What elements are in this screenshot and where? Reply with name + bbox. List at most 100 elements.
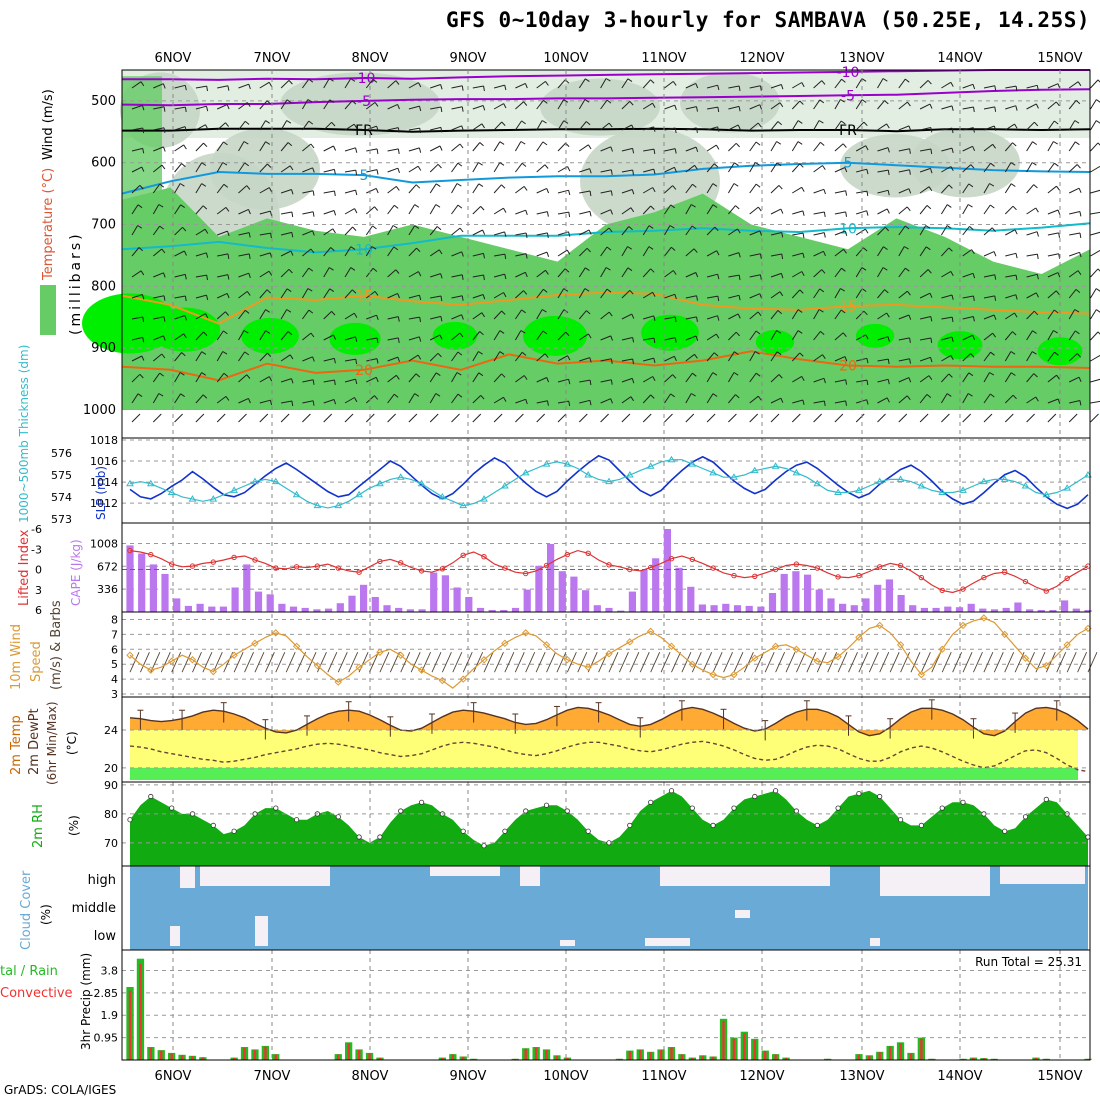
- wind-barb-flag: [822, 354, 826, 359]
- wind-barb-flag: [419, 128, 421, 134]
- wind-barb-flag: [887, 147, 890, 153]
- wind-barb-flag: [331, 311, 336, 316]
- wind-barb: [216, 395, 227, 404]
- wind-barb-flag: [652, 102, 656, 108]
- wind-barb-flag: [308, 78, 314, 83]
- wind-barb-flag: [844, 230, 848, 236]
- wind-barb: [898, 314, 910, 320]
- thickness-tick-label: 575: [51, 469, 72, 482]
- surface-wind-barb: [577, 652, 588, 673]
- rh-marker: [1022, 814, 1029, 820]
- wind-barb: [1090, 309, 1097, 320]
- wind-barb: [983, 295, 995, 299]
- wind-barb: [515, 162, 523, 173]
- wind-barb-flag: [138, 247, 144, 252]
- li-marker: [710, 565, 716, 571]
- surface-wind-barb: [1077, 652, 1087, 673]
- wind-barb: [323, 357, 335, 362]
- wind-barb-flag: [355, 336, 358, 342]
- wind-speed-marker: [542, 641, 551, 649]
- wind-barb-flag: [760, 274, 762, 280]
- wind-barb: [344, 169, 356, 173]
- wind-barb: [174, 250, 185, 257]
- surface-wind-barb: [1045, 652, 1056, 673]
- millibars-label-group: (millibars): [68, 231, 84, 335]
- wind-barb-flag: [333, 145, 337, 151]
- wind-barb-flag: [950, 166, 954, 172]
- wind-barb: [642, 79, 651, 89]
- wind-barb-flag: [203, 331, 208, 336]
- wind-barb: [1090, 249, 1100, 257]
- wind-barb: [749, 274, 761, 278]
- cape-bar: [243, 564, 251, 612]
- cloud-gap: [645, 938, 690, 946]
- wind-barb: [749, 183, 757, 194]
- wind-barb: [1090, 142, 1099, 152]
- wind-speed-marker: [313, 661, 322, 670]
- wind-barb: [1069, 232, 1081, 236]
- wind-barb: [429, 393, 437, 404]
- wind-barb-flag: [948, 184, 953, 189]
- wind-barb: [493, 351, 501, 362]
- wind-barb-flag: [139, 373, 144, 379]
- wind-barb: [578, 99, 586, 110]
- wind-barb: [621, 377, 633, 383]
- wind-barb: [472, 85, 484, 89]
- rh-tick-label: 90: [104, 779, 118, 792]
- wind-barb: [238, 330, 245, 341]
- wind-barb-flag: [672, 270, 677, 275]
- wind-barb-flag: [397, 148, 400, 154]
- surface-barb: [983, 413, 993, 423]
- wind-barb: [302, 379, 314, 383]
- wind-barb: [131, 225, 139, 236]
- wind-barb-flag: [1054, 351, 1059, 356]
- wind-barb-flag: [159, 372, 164, 377]
- isotherm-line: [121, 291, 1091, 325]
- surface-barb: [1047, 413, 1057, 423]
- wind-barb: [217, 253, 229, 257]
- wind-barb: [493, 231, 505, 236]
- wind-barb-flag: [179, 183, 185, 187]
- wind-barb: [600, 146, 611, 152]
- wind-barb-flag: [886, 397, 890, 403]
- wind-barb: [152, 353, 163, 362]
- wind-barb: [131, 336, 143, 341]
- wind-barb-flag: [610, 379, 613, 385]
- wind-barb-flag: [291, 378, 294, 384]
- wind-barb-flag: [182, 226, 187, 232]
- wind-barb-flag: [631, 313, 635, 319]
- precip-convective-bar: [337, 1054, 340, 1060]
- surface-barb: [962, 413, 972, 423]
- wind-barb: [1047, 141, 1054, 152]
- wind-barb-flag: [415, 184, 421, 189]
- thickness-marker: [292, 490, 301, 498]
- cape-tick-label: 1008: [90, 537, 118, 550]
- wind-barb: [962, 83, 974, 89]
- wind-barb-flag: [1053, 120, 1059, 125]
- wind-barb-flag: [950, 355, 954, 361]
- wind-barb: [515, 398, 526, 404]
- wind-barb: [557, 249, 568, 257]
- date-label-top: 15NOV: [1037, 51, 1082, 66]
- wind-barb-flag: [929, 103, 933, 109]
- wind-barb-flag: [1077, 270, 1082, 275]
- wind-barb-flag: [735, 142, 740, 148]
- wind-barb: [430, 106, 442, 110]
- thickness-marker: [126, 479, 134, 487]
- wind-barb-flag: [269, 252, 273, 258]
- wind-speed-marker: [688, 660, 697, 668]
- wind-speed-marker: [896, 641, 905, 649]
- li-marker: [210, 559, 217, 565]
- wind-barb: [621, 313, 633, 320]
- wind-barb: [877, 246, 884, 257]
- wind-barb-flag: [334, 190, 336, 197]
- wind-barb: [281, 211, 292, 215]
- wind-barb: [408, 147, 420, 152]
- surface-barb: [877, 413, 886, 423]
- wind-barb: [685, 127, 697, 131]
- wind-barb: [600, 209, 611, 215]
- wind-barb: [514, 309, 523, 320]
- wind-axis-label-3: (m/s) & Barbs: [49, 600, 64, 690]
- wind-barb-flag: [886, 208, 890, 214]
